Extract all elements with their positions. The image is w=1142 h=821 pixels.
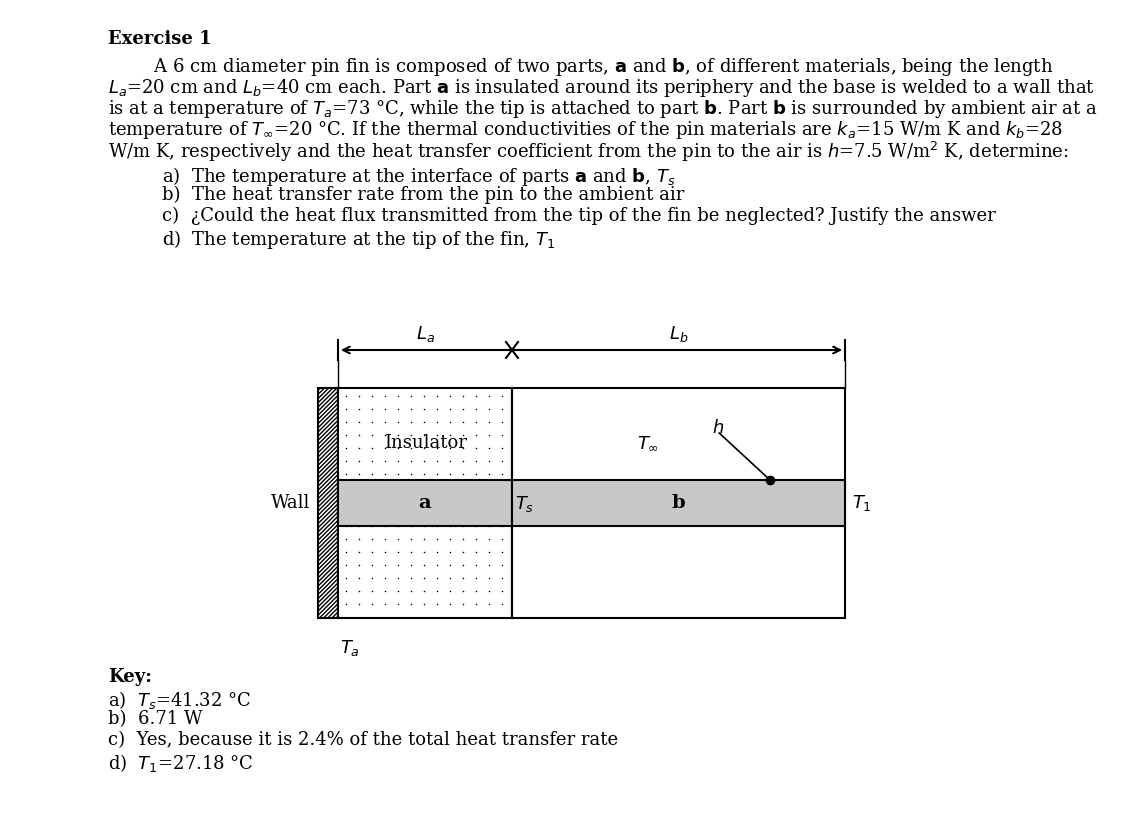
- Bar: [512, 388, 845, 618]
- Bar: [338, 388, 512, 618]
- Text: d)  The temperature at the tip of the fin, $T_1$: d) The temperature at the tip of the fin…: [162, 228, 555, 251]
- Text: a: a: [419, 494, 432, 512]
- Text: b)  The heat transfer rate from the pin to the ambient air: b) The heat transfer rate from the pin t…: [162, 186, 684, 204]
- Text: $L_a$=20 cm and $L_b$=40 cm each. Part $\mathbf{a}$ is insulated around its peri: $L_a$=20 cm and $L_b$=40 cm each. Part $…: [108, 77, 1095, 99]
- Text: W/m K, respectively and the heat transfer coefficient from the pin to the air is: W/m K, respectively and the heat transfe…: [108, 140, 1069, 164]
- Text: c)  Yes, because it is 2.4% of the total heat transfer rate: c) Yes, because it is 2.4% of the total …: [108, 731, 618, 749]
- Text: $h$: $h$: [711, 419, 724, 437]
- Text: b)  6.71 W: b) 6.71 W: [108, 710, 202, 728]
- Text: Exercise 1: Exercise 1: [108, 30, 211, 48]
- Text: Insulator: Insulator: [384, 434, 466, 452]
- Text: is at a temperature of $T_a$=73 °C, while the tip is attached to part $\mathbf{b: is at a temperature of $T_a$=73 °C, whil…: [108, 98, 1097, 120]
- Text: $T_a$: $T_a$: [340, 638, 360, 658]
- Text: $T_s$: $T_s$: [515, 494, 534, 514]
- Text: b: b: [671, 494, 685, 512]
- Bar: [317, 388, 338, 618]
- Text: Wall: Wall: [271, 494, 309, 512]
- Text: Key:: Key:: [108, 668, 152, 686]
- Text: temperature of $T_\infty$=20 °C. If the thermal conductivities of the pin materi: temperature of $T_\infty$=20 °C. If the …: [108, 119, 1063, 141]
- Text: $L_b$: $L_b$: [669, 324, 689, 344]
- Text: $L_a$: $L_a$: [416, 324, 434, 344]
- Text: c)  ¿Could the heat flux transmitted from the tip of the fin be neglected? Justi: c) ¿Could the heat flux transmitted from…: [162, 207, 996, 225]
- Text: a)  The temperature at the interface of parts $\mathbf{a}$ and $\mathbf{b}$, $T_: a) The temperature at the interface of p…: [162, 165, 675, 188]
- Text: $T_1$: $T_1$: [852, 493, 871, 513]
- Bar: [338, 480, 512, 526]
- Text: A 6 cm diameter pin fin is composed of two parts, $\mathbf{a}$ and $\mathbf{b}$,: A 6 cm diameter pin fin is composed of t…: [108, 56, 1053, 78]
- Text: a)  $T_s$=41.32 °C: a) $T_s$=41.32 °C: [108, 689, 251, 711]
- Bar: [512, 480, 845, 526]
- Text: $T_\infty$: $T_\infty$: [637, 434, 659, 452]
- Text: d)  $T_1$=27.18 °C: d) $T_1$=27.18 °C: [108, 752, 254, 774]
